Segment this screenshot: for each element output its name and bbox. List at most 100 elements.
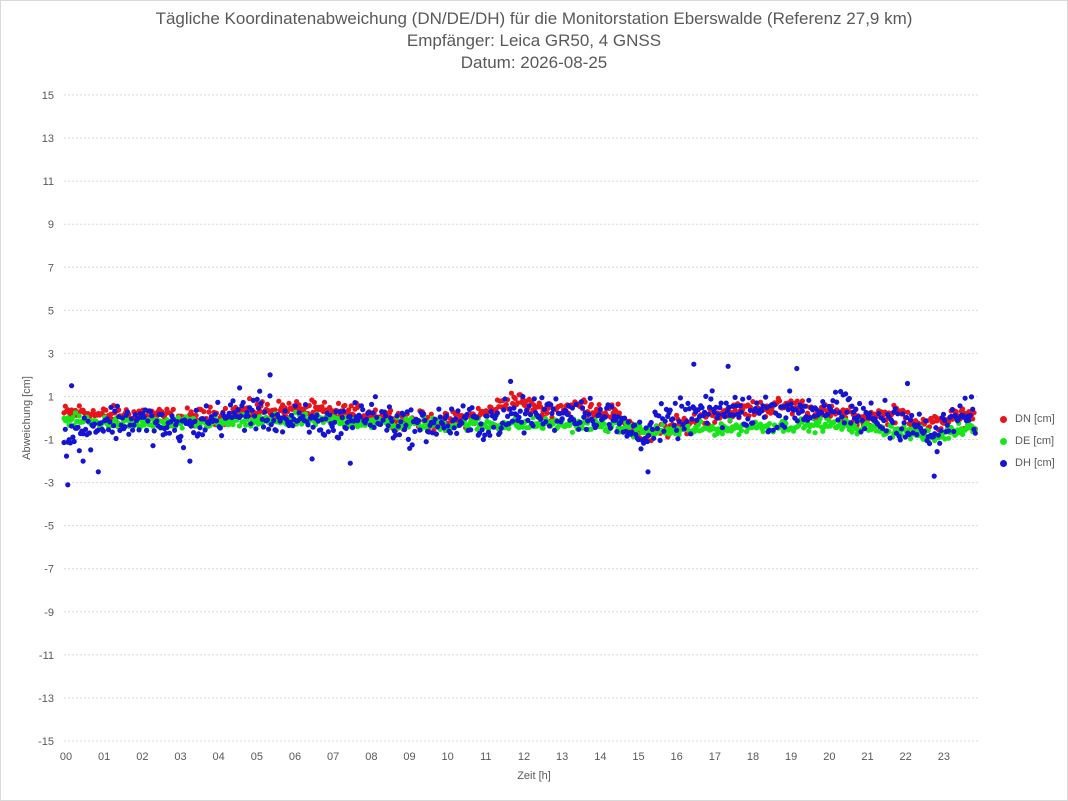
data-point-dh — [244, 409, 250, 415]
data-point-dh — [488, 409, 494, 415]
data-point-dh — [372, 394, 378, 400]
data-point-dn — [558, 402, 564, 409]
data-point-dn — [335, 400, 342, 406]
data-point-dh — [197, 425, 203, 431]
y-tick-label: -11 — [39, 650, 54, 662]
data-point-dh — [252, 413, 258, 419]
data-point-dh — [554, 418, 560, 424]
data-point-dh — [541, 406, 548, 412]
data-point-dn — [184, 405, 190, 411]
data-point-dh — [509, 418, 516, 424]
data-point-dh — [384, 427, 390, 433]
data-point-dh — [677, 395, 684, 401]
data-point-dh — [581, 414, 587, 420]
data-point-dh — [436, 406, 442, 412]
data-point-dh — [944, 422, 950, 428]
data-point-dh — [124, 409, 131, 415]
chart-title-block: Tägliche Koordinatenabweichung (DN/DE/DH… — [0, 8, 1068, 74]
data-point-dh — [132, 412, 138, 418]
data-point-dh — [689, 416, 695, 422]
data-point-dh — [841, 420, 848, 426]
data-point-dn — [286, 400, 292, 406]
data-point-dh — [609, 404, 615, 410]
data-point-dh — [396, 432, 403, 438]
data-point-dh — [844, 409, 850, 415]
legend-marker-dh — [1000, 459, 1007, 467]
data-point-dn — [712, 419, 718, 425]
x-tick-label: 18 — [747, 751, 759, 763]
data-point-dh — [750, 420, 756, 426]
data-point-dn — [103, 407, 109, 413]
data-point-dh — [240, 399, 246, 406]
data-point-dh — [444, 413, 450, 419]
data-point-dh — [338, 431, 344, 437]
data-point-dh — [763, 394, 769, 400]
data-point-dh — [449, 406, 455, 412]
data-point-dh — [159, 411, 165, 418]
data-point-dh — [119, 415, 126, 421]
data-point-dh — [820, 399, 826, 405]
data-point-dh — [474, 415, 480, 421]
data-point-de — [236, 423, 242, 429]
data-point-dh — [695, 407, 701, 413]
data-point-de — [685, 423, 691, 429]
data-point-dh — [724, 408, 731, 414]
data-point-dh — [709, 388, 715, 394]
legend-item-dh: DH [cm] — [1000, 452, 1055, 474]
data-point-dh — [260, 424, 267, 430]
data-point-dh — [412, 428, 418, 434]
data-point-dh — [881, 417, 887, 424]
data-point-dh — [776, 413, 783, 419]
data-point-dh — [729, 403, 736, 409]
data-point-dh — [112, 408, 118, 414]
data-point-dh — [859, 417, 865, 423]
data-point-dh — [255, 405, 262, 411]
data-point-dh — [722, 414, 728, 420]
data-point-dh — [518, 419, 525, 425]
y-tick-label: -5 — [44, 521, 54, 533]
data-point-dh — [164, 425, 170, 431]
data-point-dh — [202, 427, 208, 433]
data-point-dh — [703, 393, 709, 399]
data-point-dh — [122, 424, 128, 430]
data-point-de — [474, 426, 480, 432]
data-point-dh — [836, 410, 842, 416]
data-point-dh — [511, 405, 517, 411]
data-point-dh — [266, 426, 272, 432]
data-point-dh — [367, 422, 373, 428]
y-tick-label: 15 — [42, 90, 54, 102]
data-point-dn — [264, 401, 270, 407]
data-point-dh — [629, 429, 635, 436]
data-point-dh — [899, 426, 905, 432]
data-point-dn — [596, 402, 602, 408]
data-point-dh — [248, 421, 254, 427]
data-point-dh — [459, 420, 465, 426]
data-point-dh — [662, 418, 668, 424]
data-point-dh — [212, 411, 218, 417]
data-point-dh — [408, 407, 414, 413]
data-point-dn — [222, 405, 228, 412]
data-point-dh — [149, 413, 155, 419]
x-tick-label: 23 — [938, 751, 950, 763]
data-point-dh — [719, 425, 726, 431]
data-point-dh — [432, 416, 438, 422]
data-point-dh — [539, 395, 545, 401]
data-point-de — [757, 421, 764, 427]
data-point-dh — [267, 372, 273, 378]
data-point-de — [849, 429, 855, 435]
data-point-dh — [879, 425, 886, 431]
data-point-dh — [409, 442, 415, 448]
data-point-dh — [732, 394, 738, 400]
data-point-dh — [902, 434, 909, 440]
data-point-dh — [323, 416, 329, 422]
x-tick-label: 10 — [442, 751, 454, 763]
data-point-dh — [330, 427, 336, 433]
data-point-dh — [907, 417, 914, 423]
data-point-dh — [648, 419, 654, 426]
data-point-dh — [213, 418, 220, 424]
data-point-dh — [174, 419, 180, 425]
x-tick-label: 02 — [136, 751, 148, 763]
data-point-dh — [180, 445, 187, 451]
data-point-dh — [846, 395, 853, 402]
data-point-dh — [674, 427, 680, 433]
